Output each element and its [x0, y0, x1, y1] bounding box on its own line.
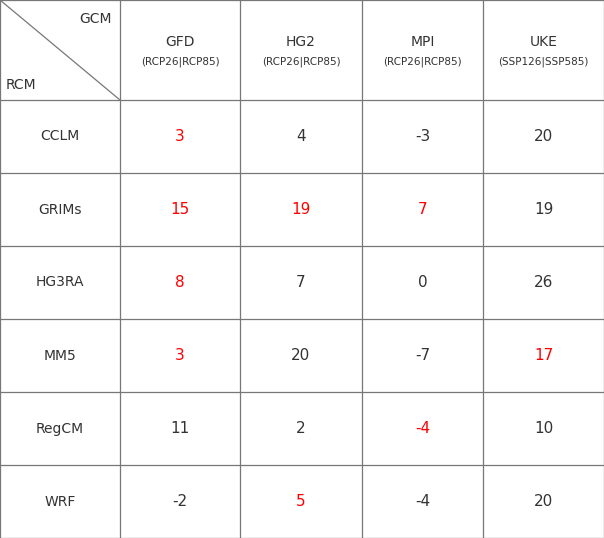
- Text: HG3RA: HG3RA: [36, 275, 84, 289]
- Text: 10: 10: [534, 421, 553, 436]
- Text: 7: 7: [296, 275, 306, 290]
- Text: 20: 20: [534, 129, 553, 144]
- Text: 20: 20: [534, 494, 553, 509]
- Text: CCLM: CCLM: [40, 130, 80, 144]
- Text: -4: -4: [415, 421, 430, 436]
- Text: 15: 15: [170, 202, 190, 217]
- Text: GCM: GCM: [80, 12, 112, 26]
- Text: 3: 3: [175, 129, 185, 144]
- Text: 17: 17: [534, 348, 553, 363]
- Text: 26: 26: [534, 275, 553, 290]
- Text: -7: -7: [415, 348, 430, 363]
- Text: 11: 11: [170, 421, 190, 436]
- Text: 19: 19: [534, 202, 553, 217]
- Text: -4: -4: [415, 494, 430, 509]
- Text: (SSP126|SSP585): (SSP126|SSP585): [498, 56, 589, 67]
- Text: 8: 8: [175, 275, 185, 290]
- Text: MPI: MPI: [410, 35, 435, 49]
- Text: 7: 7: [418, 202, 427, 217]
- Text: 2: 2: [296, 421, 306, 436]
- Text: RegCM: RegCM: [36, 421, 84, 435]
- Text: 5: 5: [296, 494, 306, 509]
- Text: -3: -3: [415, 129, 430, 144]
- Text: (RCP26|RCP85): (RCP26|RCP85): [383, 56, 462, 67]
- Text: MM5: MM5: [43, 349, 76, 363]
- Text: UKE: UKE: [530, 35, 557, 49]
- Text: GRIMs: GRIMs: [38, 202, 82, 216]
- Text: RCM: RCM: [6, 78, 37, 92]
- Text: -2: -2: [172, 494, 188, 509]
- Text: 0: 0: [418, 275, 427, 290]
- Text: 4: 4: [296, 129, 306, 144]
- Text: 3: 3: [175, 348, 185, 363]
- Text: GFD: GFD: [165, 35, 194, 49]
- Text: (RCP26|RCP85): (RCP26|RCP85): [141, 56, 219, 67]
- Text: HG2: HG2: [286, 35, 316, 49]
- Text: 20: 20: [291, 348, 310, 363]
- Text: (RCP26|RCP85): (RCP26|RCP85): [262, 56, 340, 67]
- Text: 19: 19: [291, 202, 310, 217]
- Text: WRF: WRF: [44, 494, 76, 508]
